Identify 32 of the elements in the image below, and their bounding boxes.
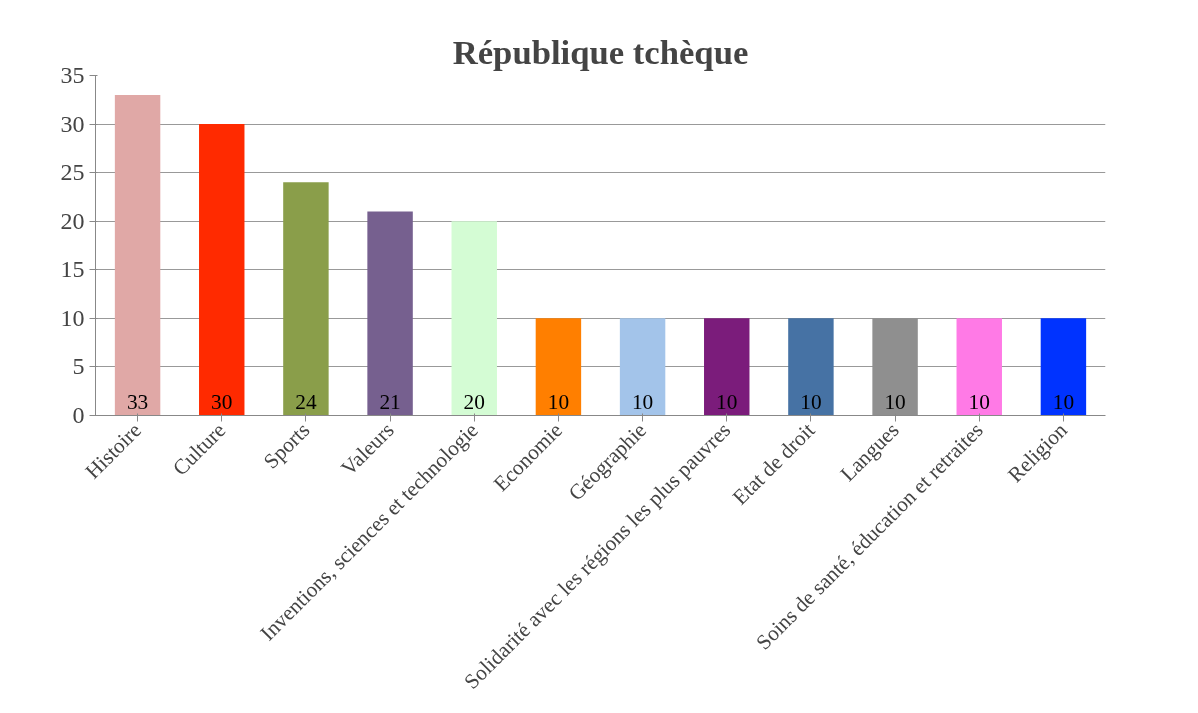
y-tick-label: 20 xyxy=(60,207,85,234)
bar xyxy=(451,221,497,416)
data-label: 10 xyxy=(631,389,654,414)
bar xyxy=(619,318,666,416)
y-tick-label: 10 xyxy=(60,304,85,331)
y-tick-label: 15 xyxy=(60,256,85,283)
chart-title: République tchèque xyxy=(452,32,749,71)
bar xyxy=(367,211,413,416)
y-tick-label: 35 xyxy=(60,62,85,88)
bar xyxy=(283,182,329,416)
bar xyxy=(704,318,750,416)
bar xyxy=(535,318,582,416)
y-tick-label: 30 xyxy=(60,110,85,137)
y-tick-label: 25 xyxy=(60,159,85,186)
bar xyxy=(956,318,1002,416)
data-label: 10 xyxy=(800,389,822,414)
data-label: 20 xyxy=(463,389,485,414)
data-label: 10 xyxy=(1052,389,1075,414)
bar xyxy=(788,318,834,416)
y-tick-label: 0 xyxy=(72,402,85,428)
data-label: 33 xyxy=(126,389,149,414)
data-label: 10 xyxy=(968,389,990,414)
data-label: 10 xyxy=(716,389,738,414)
y-tick-label: 5 xyxy=(72,353,85,380)
data-label: 10 xyxy=(547,389,570,414)
bar xyxy=(199,124,245,416)
data-label: 24 xyxy=(295,389,317,414)
data-label: 21 xyxy=(379,389,401,414)
bar xyxy=(1040,318,1087,416)
data-label: 10 xyxy=(884,389,906,414)
data-label: 30 xyxy=(211,389,233,414)
bar xyxy=(114,94,161,416)
